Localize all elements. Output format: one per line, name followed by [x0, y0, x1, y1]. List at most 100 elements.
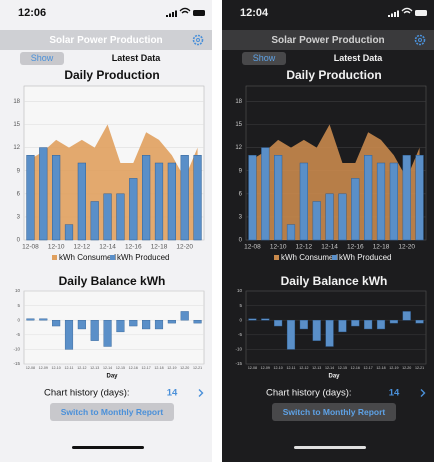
balance-bar — [364, 320, 373, 330]
history-value[interactable]: 14 — [167, 388, 178, 399]
x-tick-label: 12-12 — [299, 366, 308, 370]
signal-icon — [394, 12, 396, 17]
latest-data-label[interactable]: Latest Data — [334, 53, 384, 63]
balance-bar — [154, 320, 164, 330]
x-tick-label: 12-20 — [180, 366, 189, 370]
produced-bar — [351, 178, 360, 241]
legend-label: kWh Produced — [117, 253, 169, 262]
x-tick-label: 12-17 — [142, 366, 151, 370]
balance-bar — [129, 320, 138, 327]
y-tick-label: 15 — [235, 122, 242, 128]
chevron-icon[interactable] — [198, 389, 204, 397]
balance-bar — [286, 320, 296, 350]
y-tick-label: 3 — [239, 214, 243, 220]
x-tick-label: 12-18 — [151, 244, 168, 251]
produced-bar — [116, 193, 125, 241]
x-tick-label: 12-14 — [103, 366, 112, 370]
x-tick-label: 12-14 — [321, 244, 338, 251]
produced-bar — [325, 193, 334, 241]
produced-bar — [299, 162, 308, 241]
x-tick-label: 12-21 — [415, 366, 424, 370]
wifi-icon — [401, 7, 413, 14]
legend-swatch — [110, 255, 115, 260]
monthly-report-button-label: Switch to Monthly Report — [283, 407, 386, 417]
y-tick-label: 18 — [13, 99, 20, 105]
history-label: Chart history (days): — [266, 388, 352, 399]
produced-bar — [52, 155, 61, 241]
phone-screen: 12:06 Solar Power Production Show Latest Da… — [0, 0, 212, 462]
settings-icon[interactable] — [192, 34, 204, 46]
balance-bar — [52, 320, 61, 327]
y-tick-label: 15 — [13, 122, 20, 128]
show-button-label: Show — [253, 53, 276, 63]
show-button[interactable] — [20, 52, 64, 65]
legend-label: kWh Consumed — [281, 253, 338, 262]
y-tick-label: -15 — [235, 361, 242, 366]
x-tick-label: 12-21 — [193, 366, 202, 370]
balance-bar — [389, 320, 398, 324]
y-tick-label: 3 — [17, 214, 21, 220]
show-button[interactable] — [242, 52, 286, 65]
x-tick-label: 12-12 — [296, 244, 313, 251]
settings-icon[interactable] — [414, 34, 426, 46]
chevron-icon[interactable] — [420, 389, 426, 397]
y-tick-label: 12 — [13, 145, 20, 151]
x-tick-label: 12-20 — [176, 244, 193, 251]
produced-bar — [402, 155, 411, 241]
x-tick-label: 12-08 — [244, 244, 261, 251]
x-tick-label: 12-16 — [129, 366, 138, 370]
chart-title: Daily Production — [64, 68, 159, 82]
y-tick-label: 6 — [17, 191, 21, 197]
balance-bar — [64, 320, 74, 350]
signal-icon — [175, 10, 177, 17]
produced-bar — [286, 224, 296, 241]
phone-screen: 12:04 Solar Power Production Show Latest Da… — [222, 0, 434, 462]
history-label: Chart history (days): — [44, 388, 130, 399]
produced-bar — [376, 162, 386, 241]
y-tick-label: -5 — [16, 332, 20, 337]
home-indicator — [294, 446, 366, 449]
settings-icon-center — [418, 38, 422, 42]
produced-bar — [167, 162, 176, 241]
y-tick-label: 10 — [15, 288, 21, 293]
signal-icon — [166, 15, 168, 17]
monthly-report-button[interactable] — [50, 403, 174, 421]
y-tick-label: 0 — [239, 238, 243, 244]
header-title: Solar Power Production — [49, 35, 162, 46]
history-value[interactable]: 14 — [389, 388, 400, 399]
balance-bar — [248, 318, 257, 321]
x-tick-label: 12-10 — [52, 366, 61, 370]
y-tick-label: 18 — [235, 99, 242, 105]
header-bar — [222, 30, 434, 50]
x-tick-label: 12-12 — [77, 366, 86, 370]
plot-area — [23, 290, 205, 365]
legend-label: kWh Produced — [339, 253, 391, 262]
x-tick-label: 12-18 — [373, 244, 390, 251]
x-tick-label: 12-19 — [167, 366, 176, 370]
wifi-icon — [179, 7, 191, 14]
x-tick-label: 12-18 — [154, 366, 163, 370]
balance-bar — [376, 320, 386, 330]
produced-bar — [39, 147, 48, 241]
produced-bar — [64, 224, 74, 241]
x-tick-label: 12-12 — [74, 244, 91, 251]
y-tick-label: -15 — [13, 361, 20, 366]
legend-swatch — [274, 255, 279, 260]
produced-bar — [180, 155, 189, 241]
produced-bar — [154, 162, 164, 241]
balance-bar — [103, 320, 112, 347]
latest-data-label[interactable]: Latest Data — [112, 53, 162, 63]
x-tick-label: 12-15 — [338, 366, 347, 370]
y-tick-label: 0 — [239, 317, 242, 322]
monthly-report-button[interactable] — [272, 403, 396, 421]
balance-bar — [142, 320, 151, 330]
balance-bar — [167, 320, 176, 324]
chart-title: Daily Balance kWh — [59, 274, 166, 288]
x-tick-label: 12-09 — [39, 366, 48, 370]
y-tick-label: 9 — [17, 168, 21, 174]
balance-bar — [261, 318, 270, 321]
x-tick-label: 12-14 — [325, 366, 334, 370]
header-title: Solar Power Production — [271, 35, 384, 46]
